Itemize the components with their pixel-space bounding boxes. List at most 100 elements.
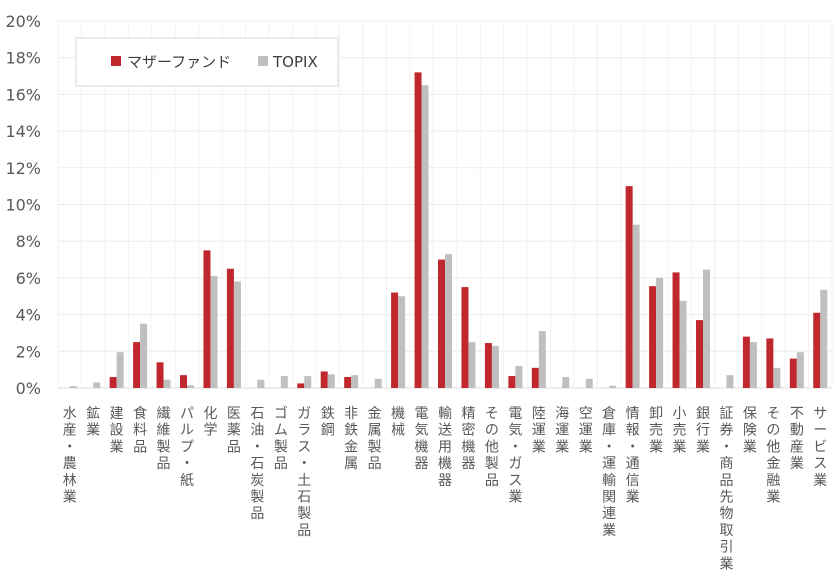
y-tick-label: 4%: [16, 306, 41, 325]
bar-mother-fund: [766, 338, 774, 388]
bar-mother-fund: [625, 186, 633, 388]
gridlines: [57, 20, 833, 389]
x-category-label: 水産・農林業: [63, 406, 77, 506]
bar-topix: [726, 375, 734, 388]
x-category-label: 化学: [203, 406, 217, 439]
legend-label-mother-fund: マザーファンド: [127, 53, 231, 71]
x-category-label: 鉱業: [86, 405, 100, 439]
bar-topix: [656, 277, 664, 388]
bar-mother-fund: [484, 343, 492, 388]
bar-topix: [562, 376, 570, 388]
x-category-label: 小売業: [673, 406, 687, 455]
x-category-label: 鉄鋼: [321, 406, 335, 439]
bar-topix: [93, 382, 101, 388]
x-category-label: 保険業: [743, 406, 757, 455]
x-category-label: 情報・通信業: [626, 406, 640, 506]
legend-swatch-topix: [258, 56, 268, 66]
bar-topix: [773, 367, 781, 388]
bar-topix: [703, 269, 710, 388]
bar-topix: [749, 342, 757, 388]
bar-mother-fund: [742, 336, 750, 388]
bar-mother-fund: [789, 358, 797, 388]
legend: マザーファンド TOPIX: [75, 37, 339, 87]
y-tick-label: 0%: [16, 379, 41, 398]
bar-topix: [69, 386, 77, 388]
bar-mother-fund: [226, 268, 234, 388]
bars: [69, 72, 828, 388]
bar-topix: [468, 342, 476, 388]
x-category-label: 輸送用機器: [438, 406, 452, 489]
bar-mother-fund: [109, 376, 117, 388]
bar-topix: [163, 379, 171, 388]
bar-topix: [820, 289, 828, 388]
bar-topix: [187, 385, 194, 388]
bar-mother-fund: [649, 286, 657, 388]
x-category-label: その他金融業: [766, 406, 780, 506]
bar-topix: [210, 276, 218, 388]
bar-mother-fund: [813, 312, 821, 388]
x-category-label: サービス業: [813, 406, 827, 489]
x-category-label: パルプ・紙: [180, 406, 194, 489]
bar-topix: [280, 376, 288, 388]
y-tick-label: 18%: [5, 49, 41, 68]
x-category-label: 食料品: [133, 405, 147, 455]
bar-topix: [421, 85, 429, 388]
bar-topix: [140, 323, 148, 388]
y-tick-label: 20%: [5, 12, 41, 31]
bar-topix: [233, 281, 241, 388]
bar-mother-fund: [320, 371, 328, 388]
bar-mother-fund: [133, 342, 141, 388]
x-category-label: ガラス・土石製品: [297, 406, 311, 539]
bar-topix: [304, 376, 312, 388]
x-category-label: 電気機器: [415, 406, 429, 472]
bar-mother-fund: [297, 383, 305, 388]
bar-topix: [116, 352, 124, 388]
bar-topix: [445, 254, 452, 388]
y-tick-label: 12%: [5, 159, 41, 178]
bar-topix: [491, 345, 499, 388]
bar-topix: [585, 378, 593, 388]
bar-mother-fund: [414, 72, 422, 388]
bar-mother-fund: [344, 376, 352, 388]
y-tick-label: 10%: [5, 196, 41, 215]
x-category-label: 機械: [391, 406, 405, 439]
x-category-label: ゴム製品: [274, 405, 288, 472]
x-category-label: 建設業: [110, 406, 124, 455]
x-category-label: 精密機器: [461, 406, 475, 472]
x-axis-categories: 水産・農林業鉱業建設業食料品繊維製品パルプ・紙化学医薬品石油・石炭製品ゴム製品ガ…: [63, 405, 828, 572]
x-category-label: 電気・ガス業: [508, 406, 522, 506]
bar-topix: [796, 352, 804, 388]
y-axis: 0% 2% 4% 6% 8% 10% 12% 14% 16% 18% 20%: [5, 12, 41, 398]
legend-label-topix: TOPIX: [272, 53, 318, 71]
y-tick-label: 2%: [16, 342, 41, 361]
bar-mother-fund: [531, 367, 539, 388]
y-tick-label: 16%: [5, 85, 41, 104]
y-tick-label: 6%: [16, 269, 41, 288]
bar-mother-fund: [391, 292, 399, 388]
x-category-label: 不動産業: [790, 406, 804, 472]
bar-topix: [398, 296, 406, 388]
legend-swatch-mother-fund: [111, 56, 121, 66]
bar-topix: [679, 300, 687, 388]
bar-topix: [538, 331, 546, 388]
bar-topix: [327, 374, 335, 388]
x-category-label: 証券・商品先物取引業: [719, 406, 733, 572]
y-tick-label: 14%: [5, 122, 41, 141]
x-category-label: その他製品: [485, 406, 499, 489]
x-category-label: 非鉄金属: [344, 406, 358, 472]
x-category-label: 空運業: [579, 406, 593, 455]
bar-mother-fund: [461, 287, 469, 388]
bar-mother-fund: [438, 259, 445, 388]
x-category-label: 銀行業: [696, 406, 710, 455]
bar-topix: [351, 375, 359, 388]
x-category-label: 卸売業: [649, 406, 663, 455]
bar-topix: [515, 365, 523, 388]
x-category-label: 倉庫・運輸関連業: [602, 406, 616, 539]
bar-mother-fund: [180, 375, 187, 388]
bar-mother-fund: [156, 362, 164, 388]
bar-mother-fund: [203, 250, 211, 388]
bar-mother-fund: [508, 376, 516, 388]
bar-topix: [257, 379, 265, 388]
bar-topix: [374, 378, 382, 388]
